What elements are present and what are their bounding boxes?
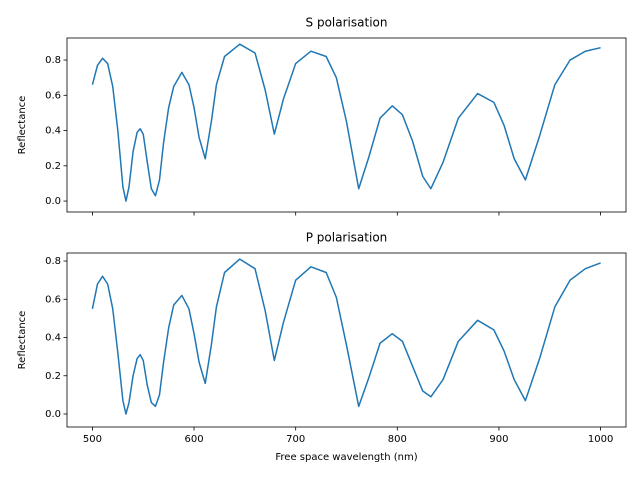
y-tick-label: 0.0 [45,409,61,420]
axes-frame [66,37,627,213]
y-axis-label: Reflectance [17,96,28,155]
x-tick-label: 800 [388,434,407,445]
y-tick-label: 0.4 [45,126,61,137]
y-tick-label: 0.4 [45,333,61,344]
chart-title: P polarisation [306,231,388,245]
y-tick-label: 0.8 [45,55,61,66]
y-tick-label: 0.2 [45,371,61,382]
axes-frame [66,252,627,428]
y-tick-label: 0.6 [45,294,61,305]
y-axis-label: Reflectance [17,311,28,370]
x-tick-label: 900 [489,434,508,445]
y-tick-label: 0.0 [45,196,61,207]
line [91,258,601,415]
y-tick-label: 0.2 [45,161,61,172]
y-tick-label: 0.6 [45,90,61,101]
y-tick-label: 0.8 [45,256,61,267]
chart-title: S polarisation [306,16,388,30]
x-tick-label: 700 [286,434,305,445]
line [91,43,601,202]
x-tick-label: 500 [83,434,102,445]
x-tick-label: 1000 [588,434,613,445]
x-axis-label: Free space wavelength (nm) [275,452,417,463]
x-tick-label: 600 [184,434,203,445]
